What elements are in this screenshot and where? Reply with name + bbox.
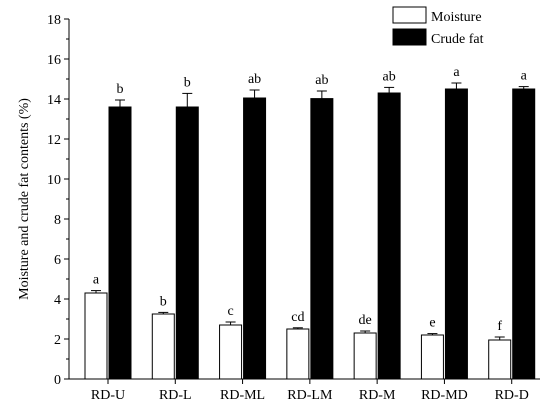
y-tick-label: 16 <box>47 53 61 68</box>
legend: Moisture Crude fat <box>392 6 484 47</box>
y-tick-label: 12 <box>47 133 61 148</box>
x-tick-label: RD-L <box>159 388 192 402</box>
x-tick-label: RD-D <box>495 388 529 402</box>
y-tick-label: 10 <box>47 173 61 188</box>
bar-crude-fat <box>243 97 267 380</box>
bar-moisture <box>84 292 108 380</box>
bar-moisture <box>286 328 310 380</box>
y-tick-label: 18 <box>47 13 61 28</box>
significance-letter: f <box>497 319 502 334</box>
significance-letter: a <box>521 69 528 84</box>
significance-letter: c <box>227 304 233 319</box>
significance-letter: e <box>429 316 435 331</box>
bar-moisture <box>488 339 512 380</box>
legend-label-crude-fat: Crude fat <box>431 32 484 47</box>
significance-letter: b <box>184 75 191 90</box>
bar-moisture <box>151 313 175 380</box>
y-tick-label: 0 <box>54 373 61 388</box>
legend-swatch-crude-fat <box>392 28 427 46</box>
x-tick-label: RD-MD <box>421 388 468 402</box>
significance-letter: b <box>160 294 167 309</box>
significance-letter: a <box>93 273 100 288</box>
significance-letter: cd <box>291 310 304 325</box>
y-tick-label: 14 <box>47 93 61 108</box>
plot-area: 024681012141618RD-UabRD-LbbRD-MLcabRD-LM… <box>47 13 540 402</box>
x-tick-label: RD-LM <box>287 388 333 402</box>
bar-crude-fat <box>444 88 468 380</box>
bar-crude-fat <box>108 106 132 380</box>
bar-moisture <box>353 332 377 380</box>
legend-label-moisture: Moisture <box>431 10 482 25</box>
y-tick-label: 2 <box>54 333 61 348</box>
significance-letter: ab <box>383 69 396 84</box>
significance-letter: de <box>359 313 372 328</box>
y-tick-label: 4 <box>54 293 61 308</box>
bar-crude-fat <box>512 88 536 380</box>
x-tick-label: RD-ML <box>220 388 265 402</box>
legend-swatch-moisture <box>392 6 427 24</box>
y-tick-label: 6 <box>54 253 61 268</box>
bar-moisture <box>420 334 444 380</box>
significance-letter: ab <box>315 73 328 88</box>
significance-letter: a <box>453 65 460 80</box>
y-axis-title: Moisture and crude fat contents (%) <box>17 98 32 300</box>
y-tick-label: 8 <box>54 213 61 228</box>
x-tick-label: RD-M <box>359 388 396 402</box>
bar-crude-fat <box>175 106 199 380</box>
bar-crude-fat <box>377 92 401 380</box>
bar-moisture <box>219 324 243 380</box>
significance-letter: ab <box>248 72 261 87</box>
bar-crude-fat <box>310 98 334 380</box>
x-tick-label: RD-U <box>91 388 125 402</box>
significance-letter: b <box>117 82 124 97</box>
